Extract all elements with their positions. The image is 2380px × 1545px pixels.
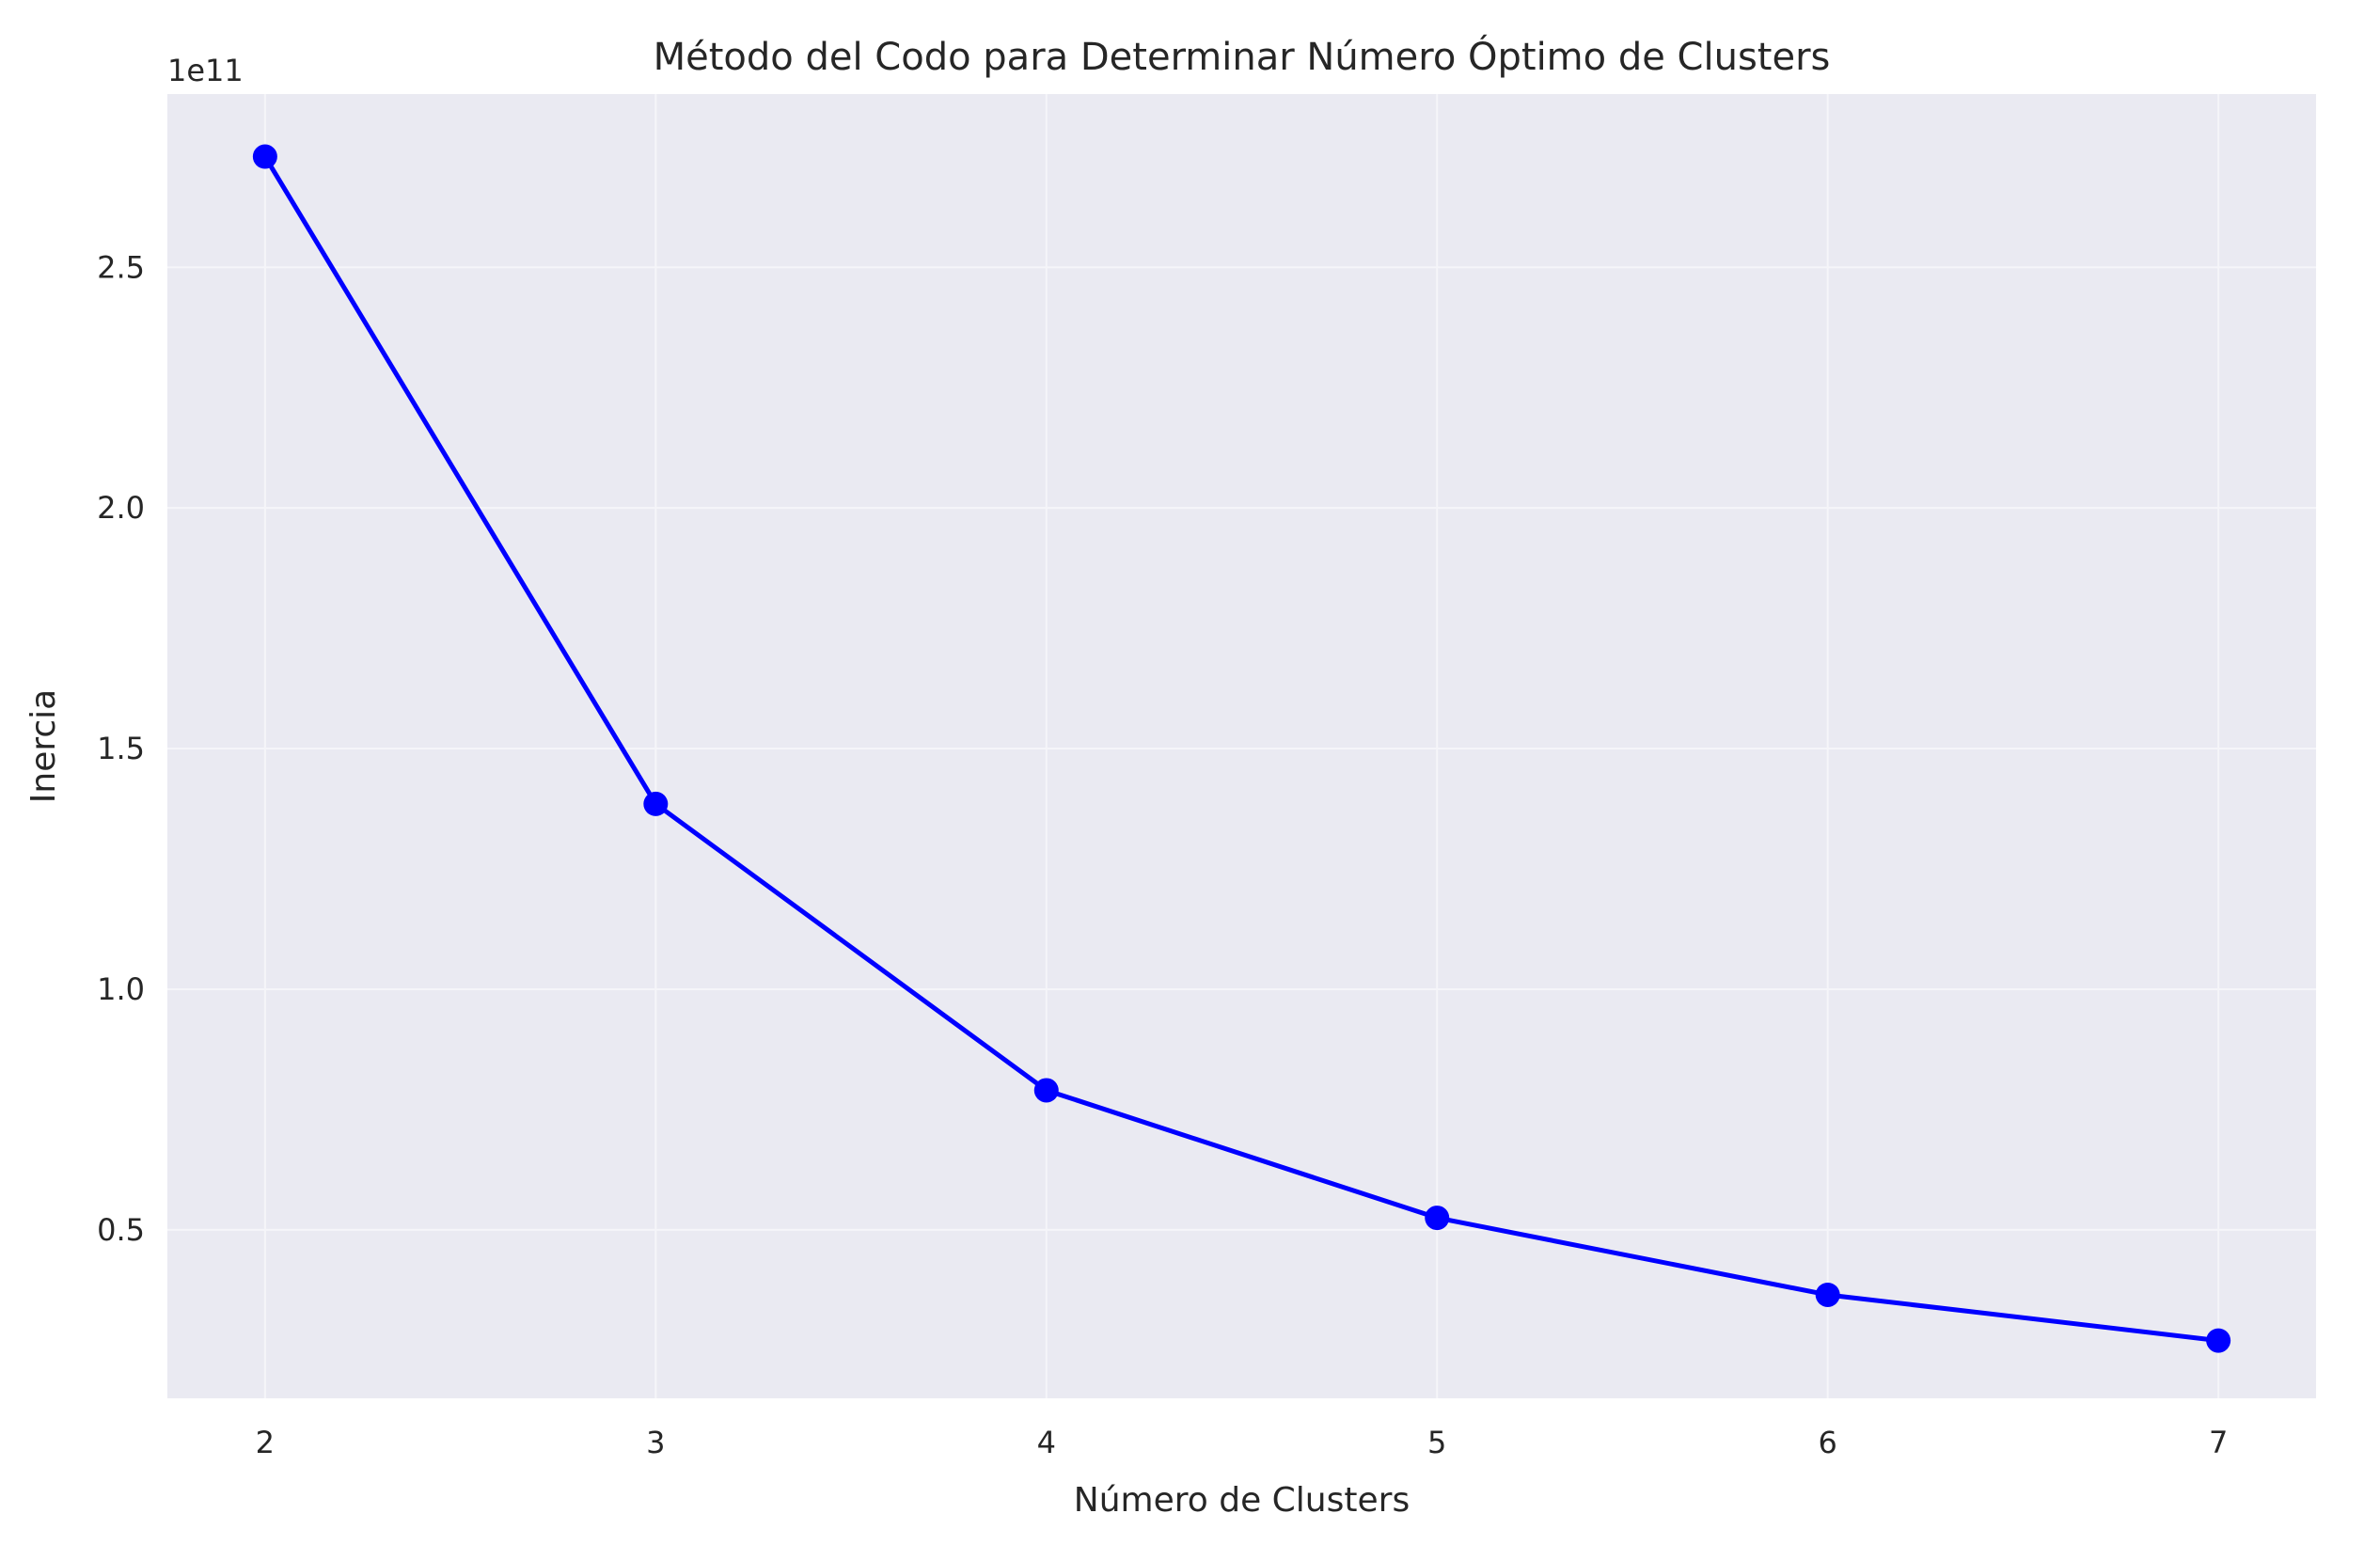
y-axis-offset-label: 1e11 (167, 53, 244, 88)
y-tick-label: 2.0 (97, 490, 145, 526)
chart-title: Método del Codo para Determinar Número Ó… (654, 34, 1831, 79)
grid-lines (167, 94, 2316, 1398)
data-point-k2 (252, 144, 277, 169)
y-tick-label: 1.0 (97, 971, 145, 1007)
x-axis-label: Número de Clusters (1074, 1481, 1410, 1520)
tick-labels: 2 3 4 5 6 7 0.5 1.0 1.5 2.0 2.5 (97, 249, 2228, 1460)
y-tick-label: 0.5 (97, 1212, 145, 1248)
x-tick-label: 6 (1819, 1425, 1837, 1460)
series-layer (252, 144, 2231, 1353)
y-axis-label: Inercia (24, 689, 63, 803)
y-tick-label: 2.5 (97, 249, 145, 285)
data-point-k4 (1033, 1078, 1059, 1103)
data-point-k5 (1425, 1206, 1450, 1231)
series-line (262, 154, 2221, 1344)
x-tick-label: 2 (256, 1425, 275, 1460)
x-tick-label: 5 (1427, 1425, 1446, 1460)
x-tick-label: 7 (2209, 1425, 2228, 1460)
data-point-k3 (643, 791, 669, 816)
plot-area (167, 94, 2316, 1398)
x-tick-label: 4 (1037, 1425, 1056, 1460)
data-point-k7 (2206, 1328, 2231, 1353)
data-point-k6 (1815, 1282, 1840, 1307)
x-tick-label: 3 (646, 1425, 665, 1460)
y-tick-label: 1.5 (97, 731, 145, 766)
